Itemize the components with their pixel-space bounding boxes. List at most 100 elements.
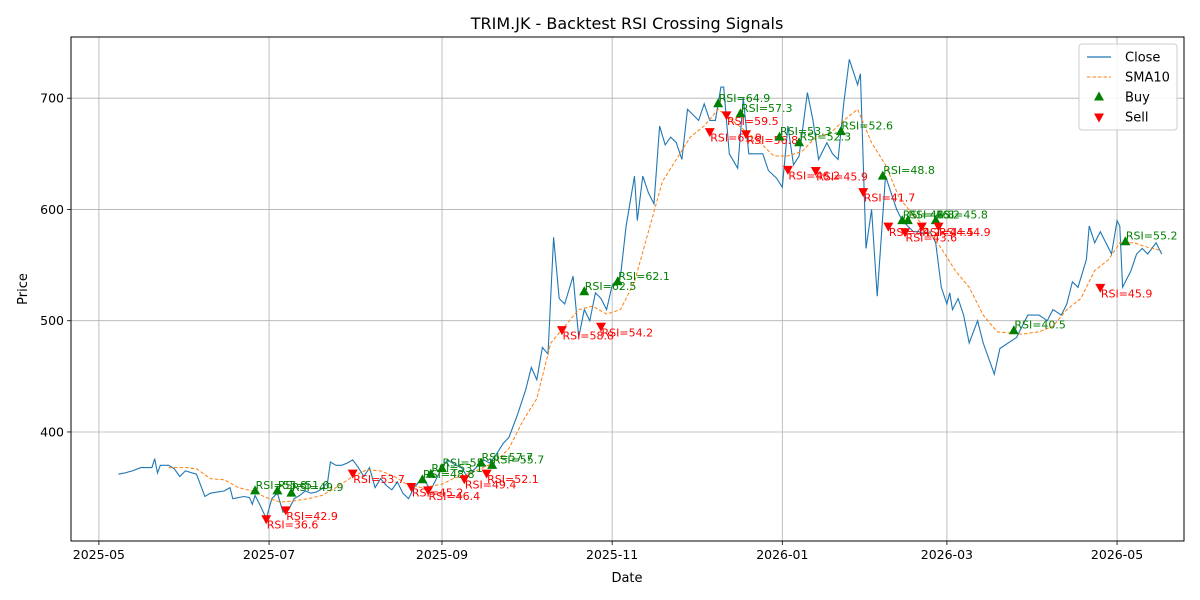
sell-signal-label: RSI=36.6 xyxy=(267,519,319,532)
sell-signal-marker xyxy=(721,111,732,121)
sell-signal-marker xyxy=(883,222,894,232)
buy-signal-label: RSI=49.9 xyxy=(292,481,344,494)
legend-label: Close xyxy=(1125,51,1160,66)
buy-signal-label: RSI=57.3 xyxy=(741,102,793,115)
buy-signal-marker xyxy=(250,485,261,495)
sell-signal-label: RSI=43.6 xyxy=(906,232,958,245)
sell-signal-marker xyxy=(916,222,927,232)
buy-signal-marker xyxy=(425,468,436,478)
buy-signal-label: RSI=48.8 xyxy=(883,164,935,177)
legend-label: SMA10 xyxy=(1125,71,1170,86)
sell-signal-marker xyxy=(782,165,793,175)
buy-signal-label: RSI=62.1 xyxy=(618,270,670,283)
sell-signal-label: RSI=45.2 xyxy=(412,486,464,499)
sell-signal-marker xyxy=(1095,283,1106,293)
sell-signal-marker xyxy=(556,326,567,336)
buy-signal-marker xyxy=(579,286,590,296)
buy-signal-label: RSI=40.5 xyxy=(1014,319,1066,332)
buy-signal-marker xyxy=(272,485,283,495)
buy-signal-marker xyxy=(930,215,941,225)
sell-signal-marker xyxy=(596,322,606,332)
x-tick-label: 2025-05 xyxy=(73,547,125,562)
sell-signal-marker xyxy=(741,130,752,140)
buy-signal-marker xyxy=(794,137,805,147)
legend-box xyxy=(1078,43,1178,131)
y-tick-label: 700 xyxy=(40,91,64,106)
buy-signal-label: RSI=55.8 xyxy=(256,479,308,492)
y-axis-label: Price xyxy=(16,273,31,305)
buy-signal-marker xyxy=(476,457,487,467)
y-tick-label: 500 xyxy=(40,313,64,328)
sell-signal-label: RSI=52.1 xyxy=(487,473,539,486)
series-sma10-line xyxy=(168,108,1162,503)
sell-signal-label: RSI=58.8 xyxy=(562,330,614,343)
buy-signal-marker xyxy=(612,276,623,286)
sell-signal-label: RSI=59.5 xyxy=(727,115,779,128)
legend: Close SMA10 Buy Sell xyxy=(1078,43,1178,131)
sell-signal-label: RSI=46.2 xyxy=(788,169,840,182)
sell-signal-marker xyxy=(423,486,434,496)
y-tick-label: 400 xyxy=(40,424,64,439)
x-tick-label: 2025-11 xyxy=(586,547,638,562)
sell-signal-label: RSI=46.4 xyxy=(429,490,481,503)
buy-signal-marker xyxy=(286,487,297,497)
signal-markers: RSI=55.8RSI=51.0RSI=49.9RSI=36.6RSI=42.9… xyxy=(250,92,1178,532)
buy-signal-marker xyxy=(877,170,888,180)
sell-signal-marker xyxy=(347,469,358,479)
buy-signal-marker xyxy=(713,98,724,108)
buy-signal-label: RSI=55.7 xyxy=(493,453,545,466)
buy-signal-marker xyxy=(487,459,498,469)
buy-signal-label: RSI=52.6 xyxy=(841,120,893,133)
legend-buy-swatch xyxy=(1094,91,1104,101)
sell-signal-marker xyxy=(858,188,869,198)
x-tick-label: 2026-01 xyxy=(756,547,808,562)
legend-sell-swatch xyxy=(1094,113,1104,123)
sell-signal-marker xyxy=(900,228,911,238)
legend-label: Buy xyxy=(1125,91,1150,106)
plot-frame xyxy=(70,36,1185,542)
x-axis-label: Date xyxy=(611,571,642,586)
sell-signal-marker xyxy=(704,128,715,138)
sell-signal-marker xyxy=(261,515,272,525)
sell-signal-label: RSI=41.7 xyxy=(864,192,916,205)
buy-signal-marker xyxy=(417,474,428,484)
sell-signal-marker xyxy=(481,469,492,479)
x-tick-label: 2025-07 xyxy=(243,547,295,562)
sell-signal-marker xyxy=(933,222,944,232)
buy-signal-marker xyxy=(1008,325,1019,335)
buy-signal-label: RSI=62.5 xyxy=(585,280,637,293)
sell-signal-marker xyxy=(280,506,291,516)
sell-signal-label: RSI=44.5 xyxy=(922,226,974,239)
chart-title: TRIM.JK - Backtest RSI Crossing Signals xyxy=(470,14,784,33)
buy-signal-marker xyxy=(437,463,447,473)
x-tick-label: 2026-05 xyxy=(1091,547,1143,562)
sell-signal-marker xyxy=(406,482,417,492)
buy-signal-label: RSI=55.2 xyxy=(1126,230,1178,243)
buy-signal-label: RSI=64.9 xyxy=(719,92,771,105)
sell-signal-label: RSI=45.9 xyxy=(1101,287,1153,300)
buy-signal-marker xyxy=(735,108,746,118)
buy-signal-label: RSI=45.8 xyxy=(936,209,988,222)
sell-signal-label: RSI=56.8 xyxy=(747,134,799,147)
buy-signal-label: RSI=57.7 xyxy=(482,451,534,464)
buy-signal-marker xyxy=(1120,236,1131,246)
sell-signal-label: RSI=53.7 xyxy=(353,473,405,486)
series-close-line xyxy=(118,59,1163,521)
legend-label: Sell xyxy=(1125,111,1148,126)
x-tick-label: 2025-09 xyxy=(416,547,468,562)
buy-signal-label: RSI=46.2 xyxy=(908,209,960,222)
buy-signal-label: RSI=53.3 xyxy=(780,125,832,138)
sell-signal-label: RSI=45.9 xyxy=(816,171,868,184)
buy-signal-marker xyxy=(835,126,846,136)
sell-signal-label: RSI=42.9 xyxy=(286,510,338,523)
y-tick-label: 600 xyxy=(40,202,64,217)
sell-signal-label: RSI=54.2 xyxy=(602,326,654,339)
sell-signal-marker xyxy=(810,167,821,177)
buy-signal-marker xyxy=(774,131,785,141)
sell-signal-label: RSI=44.9 xyxy=(939,226,991,239)
sell-signal-marker xyxy=(459,475,470,485)
axis-ticks: 2025-05 2025-07 2025-09 2025-11 2026-01 2026-… xyxy=(40,91,1143,562)
grid-lines xyxy=(71,37,1184,541)
